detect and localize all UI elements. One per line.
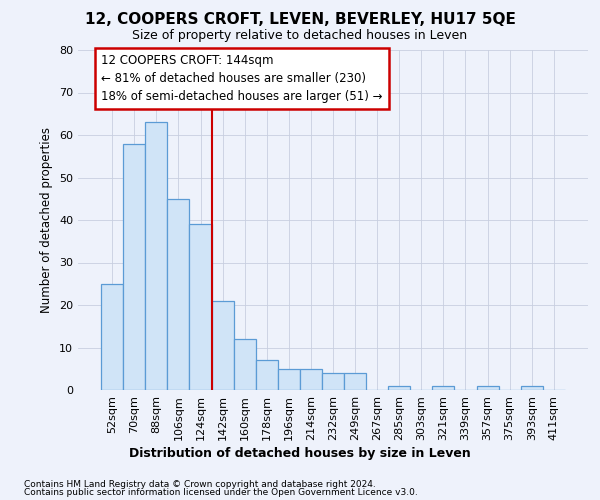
Text: Size of property relative to detached houses in Leven: Size of property relative to detached ho… [133, 29, 467, 42]
Bar [256, 360, 278, 390]
Text: 12 COOPERS CROFT: 144sqm
← 81% of detached houses are smaller (230)
18% of semi-: 12 COOPERS CROFT: 144sqm ← 81% of detach… [101, 54, 383, 104]
Bar [388, 386, 410, 390]
Text: Contains public sector information licensed under the Open Government Licence v3: Contains public sector information licen… [24, 488, 418, 497]
Bar [190, 224, 212, 390]
Text: 12, COOPERS CROFT, LEVEN, BEVERLEY, HU17 5QE: 12, COOPERS CROFT, LEVEN, BEVERLEY, HU17… [85, 12, 515, 27]
Y-axis label: Number of detached properties: Number of detached properties [40, 127, 53, 313]
Bar [433, 386, 454, 390]
Bar [101, 284, 123, 390]
Bar [476, 386, 499, 390]
Bar [212, 300, 233, 390]
Bar [300, 369, 322, 390]
Bar [123, 144, 145, 390]
Bar [278, 369, 300, 390]
Bar [344, 373, 366, 390]
Text: Contains HM Land Registry data © Crown copyright and database right 2024.: Contains HM Land Registry data © Crown c… [24, 480, 376, 489]
Bar [167, 198, 190, 390]
Bar [521, 386, 543, 390]
Bar [145, 122, 167, 390]
Text: Distribution of detached houses by size in Leven: Distribution of detached houses by size … [129, 448, 471, 460]
Bar [322, 373, 344, 390]
Bar [233, 339, 256, 390]
